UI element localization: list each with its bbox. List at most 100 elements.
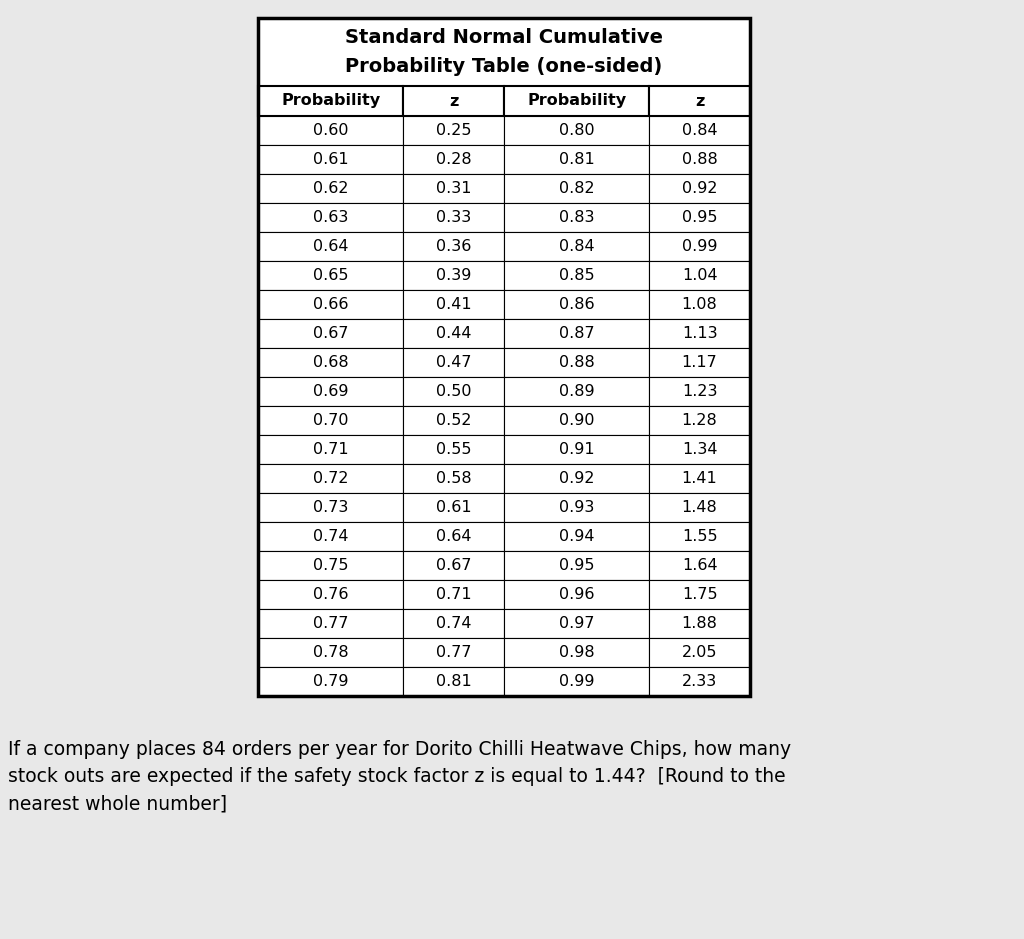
Bar	[258, 18, 750, 696]
Bar	[504, 145, 649, 174]
Text: 0.66: 0.66	[312, 297, 348, 312]
Text: 1.23: 1.23	[682, 384, 718, 399]
Bar	[403, 522, 504, 551]
Text: 0.58: 0.58	[436, 471, 471, 486]
Text: 1.08: 1.08	[682, 297, 718, 312]
Bar	[403, 551, 504, 580]
Text: 0.77: 0.77	[436, 645, 471, 660]
Text: 1.75: 1.75	[682, 587, 718, 602]
Text: 0.92: 0.92	[559, 471, 594, 486]
Bar	[403, 464, 504, 493]
Text: If a company places 84 orders per year for Dorito Chilli Heatwave Chips, how man: If a company places 84 orders per year f…	[8, 740, 792, 813]
Text: 0.71: 0.71	[312, 442, 348, 457]
Text: Standard Normal Cumulative: Standard Normal Cumulative	[345, 27, 663, 47]
Bar	[649, 406, 750, 435]
Bar	[403, 145, 504, 174]
Bar	[649, 232, 750, 261]
Bar	[258, 464, 403, 493]
Text: 0.70: 0.70	[312, 413, 348, 428]
Text: 0.77: 0.77	[312, 616, 348, 631]
Bar	[258, 522, 403, 551]
Bar	[504, 86, 649, 116]
Bar	[649, 464, 750, 493]
Text: 0.39: 0.39	[436, 268, 471, 283]
Text: 0.88: 0.88	[682, 152, 718, 167]
Text: 0.88: 0.88	[559, 355, 595, 370]
Text: 1.13: 1.13	[682, 326, 718, 341]
Text: 2.33: 2.33	[682, 674, 717, 689]
Bar	[403, 667, 504, 696]
Text: 0.52: 0.52	[436, 413, 471, 428]
Text: Probability Table (one-sided): Probability Table (one-sided)	[345, 57, 663, 76]
Text: 0.84: 0.84	[682, 123, 718, 138]
Bar	[649, 522, 750, 551]
Text: 0.99: 0.99	[559, 674, 594, 689]
Bar	[504, 377, 649, 406]
Bar	[649, 290, 750, 319]
Text: 0.97: 0.97	[559, 616, 594, 631]
Bar	[649, 145, 750, 174]
Bar	[258, 18, 750, 86]
Text: 0.80: 0.80	[559, 123, 594, 138]
Bar	[649, 493, 750, 522]
Text: 0.67: 0.67	[312, 326, 348, 341]
Bar	[403, 377, 504, 406]
Bar	[403, 580, 504, 609]
Text: 0.90: 0.90	[559, 413, 594, 428]
Text: 1.04: 1.04	[682, 268, 718, 283]
Bar	[258, 86, 403, 116]
Text: 1.64: 1.64	[682, 558, 718, 573]
Bar	[258, 551, 403, 580]
Bar	[649, 551, 750, 580]
Text: 1.88: 1.88	[682, 616, 718, 631]
Bar	[258, 290, 403, 319]
Bar	[504, 551, 649, 580]
Bar	[403, 493, 504, 522]
Bar	[258, 638, 403, 667]
Text: 0.55: 0.55	[436, 442, 471, 457]
Text: 0.79: 0.79	[312, 674, 348, 689]
Text: 0.74: 0.74	[312, 529, 348, 544]
Text: 0.69: 0.69	[312, 384, 348, 399]
Text: 0.63: 0.63	[313, 210, 348, 225]
Text: 0.82: 0.82	[559, 181, 594, 196]
Text: 0.28: 0.28	[436, 152, 471, 167]
Bar	[649, 435, 750, 464]
Bar	[403, 174, 504, 203]
Bar	[258, 174, 403, 203]
Bar	[504, 290, 649, 319]
Text: Probability: Probability	[281, 94, 380, 109]
Text: 0.89: 0.89	[559, 384, 594, 399]
Bar	[504, 493, 649, 522]
Text: 2.05: 2.05	[682, 645, 718, 660]
Bar	[258, 406, 403, 435]
Text: 0.50: 0.50	[436, 384, 471, 399]
Text: 0.71: 0.71	[436, 587, 471, 602]
Text: 1.48: 1.48	[682, 500, 718, 515]
Bar	[403, 261, 504, 290]
Bar	[403, 406, 504, 435]
Text: 0.67: 0.67	[436, 558, 471, 573]
Bar	[504, 522, 649, 551]
Bar	[403, 116, 504, 145]
Text: 0.87: 0.87	[559, 326, 594, 341]
Bar	[258, 145, 403, 174]
Text: 0.33: 0.33	[436, 210, 471, 225]
Text: 0.76: 0.76	[312, 587, 348, 602]
Text: 0.68: 0.68	[312, 355, 348, 370]
Text: 0.60: 0.60	[312, 123, 348, 138]
Bar	[258, 348, 403, 377]
Bar	[504, 435, 649, 464]
Text: 0.31: 0.31	[436, 181, 471, 196]
Text: 0.81: 0.81	[435, 674, 471, 689]
Bar	[403, 638, 504, 667]
Text: 0.91: 0.91	[559, 442, 594, 457]
Bar	[504, 609, 649, 638]
Bar	[403, 290, 504, 319]
Bar	[649, 638, 750, 667]
Bar	[649, 377, 750, 406]
Bar	[504, 261, 649, 290]
Bar	[258, 232, 403, 261]
Text: 0.44: 0.44	[436, 326, 471, 341]
Bar	[649, 667, 750, 696]
